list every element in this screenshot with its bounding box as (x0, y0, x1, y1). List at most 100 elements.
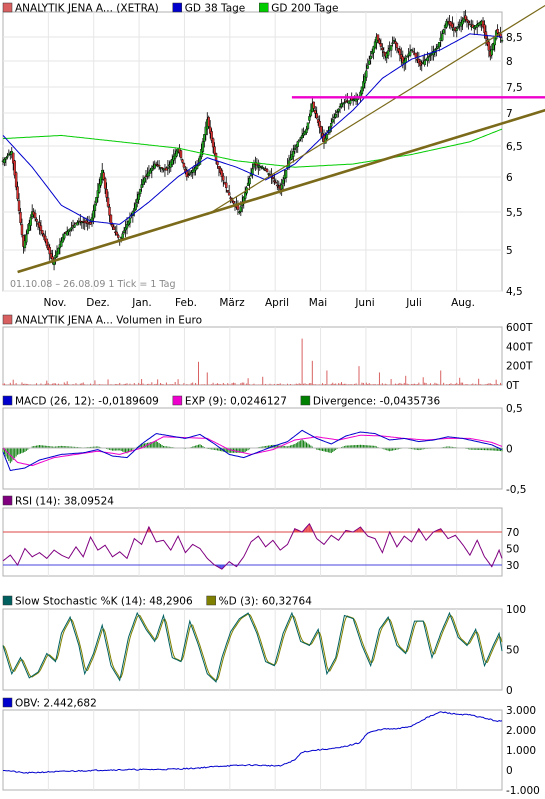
candle-body (274, 182, 278, 184)
candle-body (7, 154, 11, 156)
y-tick-label: 6 (506, 172, 513, 184)
y-tick-label: 70 (506, 527, 519, 539)
candle-body (29, 217, 32, 226)
candle-body (455, 28, 458, 31)
y-tick-label: 30 (506, 560, 519, 572)
y-tick-label: 8 (506, 56, 513, 68)
candle-body (344, 101, 348, 103)
candle-body (305, 128, 308, 134)
candle-body (363, 75, 367, 84)
candle-body (134, 203, 137, 210)
y-tick-label: 400T (506, 341, 533, 353)
candle-body (63, 233, 66, 239)
candle-body (26, 228, 30, 234)
candle-body (136, 198, 139, 203)
candle-body (122, 230, 126, 233)
candle-body (95, 197, 98, 204)
candle-body (267, 173, 270, 175)
candle-body (440, 33, 444, 41)
candle-body (102, 172, 105, 180)
candle-body (386, 50, 390, 56)
candle-body (465, 19, 469, 22)
panel-frame (2, 326, 503, 386)
candle-body (426, 57, 429, 62)
candle-body (157, 164, 161, 167)
candle-body (99, 176, 102, 186)
candle-body (39, 225, 43, 231)
candle-body (483, 24, 486, 33)
candle-body (499, 33, 502, 38)
candle-body (293, 147, 297, 150)
y-tick-label: 600T (506, 322, 533, 334)
x-tick-label: Aug. (451, 297, 475, 309)
candle-body (265, 169, 269, 173)
panel-frame (2, 507, 503, 577)
candle-body (79, 220, 82, 223)
legend-swatch-0 (2, 314, 13, 325)
candle-body (28, 223, 31, 231)
trend-line-1 (206, 4, 545, 216)
candle-body (117, 235, 120, 238)
candle-body (467, 20, 470, 23)
candle-body (68, 228, 72, 231)
y-tick-label: 2.000 (506, 725, 536, 737)
x-tick-label: März (219, 297, 245, 309)
candle-body (296, 141, 299, 147)
candle-body (239, 206, 243, 212)
panel-0: ANALYTIK JENA A... (XETRA) GD 38 Tage GD 2… (1, 2, 545, 309)
candle-body (246, 182, 250, 186)
candle-body (106, 197, 110, 207)
candle-body (297, 139, 301, 142)
y-tick-label: 50 (506, 544, 519, 556)
x-tick-label: Dez. (86, 297, 109, 309)
candle-body (252, 163, 256, 168)
candle-body (181, 159, 184, 163)
candle-body (351, 99, 355, 102)
candle-body (284, 170, 288, 178)
candle-body (213, 146, 216, 155)
legend-swatch-2 (259, 2, 269, 13)
candle-body (6, 155, 9, 158)
candle-body (140, 184, 143, 188)
legend-label-2: Divergence: -0,0435736 (313, 396, 441, 408)
candle-body (427, 55, 431, 58)
panel-3: RSI (14): 38,09524 70 50 30 (2, 495, 519, 577)
candle-body (299, 137, 302, 140)
y-tick-label: 200T (506, 361, 533, 373)
obv-line (3, 711, 503, 774)
candle-body (143, 177, 146, 183)
period-label: 01.10.08 – 26.08.09 1 Tick = 1 Tag (10, 279, 176, 290)
candle-body (210, 131, 213, 141)
candle-body (111, 224, 114, 228)
candle-body (137, 193, 140, 200)
candle-body (490, 49, 493, 56)
candle-body (182, 163, 186, 168)
candle-body (89, 222, 92, 225)
candle-body (149, 169, 152, 174)
candle-body (389, 45, 393, 51)
legend-label-0: MACD (26, 12): -0,0189609 (15, 396, 159, 408)
candle-body (436, 46, 440, 49)
legend-swatch-0 (2, 495, 13, 506)
candle-body (208, 126, 212, 134)
candle-body (153, 163, 156, 169)
candle-body (217, 165, 221, 169)
candle-body (451, 23, 454, 28)
candle-body (319, 126, 323, 133)
candle-body (124, 227, 127, 231)
candle-body (401, 56, 404, 63)
candle-body (216, 161, 219, 165)
candle-body (141, 179, 145, 185)
x-tick-label: Jan. (131, 297, 152, 309)
candle-body (261, 166, 264, 169)
candle-body (48, 247, 51, 255)
candle-body (475, 24, 479, 28)
candle-body (41, 230, 44, 235)
candle-body (334, 114, 337, 118)
x-tick-label: Mai (309, 297, 327, 309)
y-tick-label: 7,5 (506, 82, 523, 94)
candle-body (222, 175, 225, 181)
panel-4: Slow Stochastic %K (14): 48,2906 %D (3): … (2, 596, 526, 697)
candle-body (187, 174, 190, 176)
